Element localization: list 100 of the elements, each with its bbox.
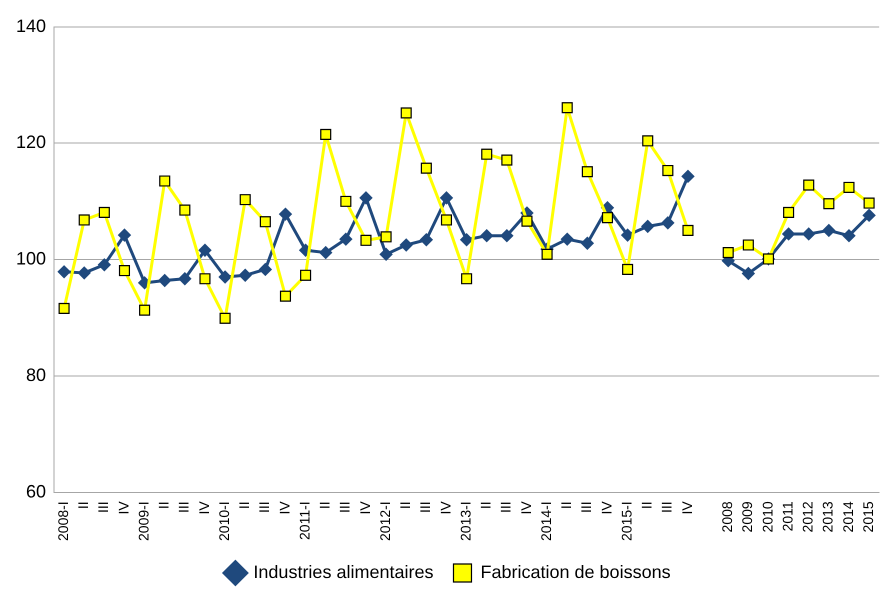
x-tick-label: 2008 — [719, 501, 736, 532]
point — [220, 312, 231, 324]
point — [300, 270, 312, 281]
x-tick-label: III — [95, 501, 112, 513]
point — [521, 216, 533, 227]
x-tick-label: II — [236, 501, 252, 510]
point — [360, 234, 372, 246]
point — [158, 274, 172, 287]
point — [339, 232, 352, 246]
point — [320, 128, 332, 140]
y-tick-label: 140 — [16, 16, 46, 36]
point — [542, 248, 553, 260]
point — [481, 148, 492, 160]
x-tick-label: III — [336, 501, 353, 513]
point — [380, 248, 393, 261]
point — [460, 233, 474, 246]
x-tick-label: IV — [678, 500, 695, 515]
point — [238, 268, 252, 282]
x-tick-label: 2013-I — [457, 501, 474, 542]
point — [642, 135, 654, 146]
point — [78, 266, 91, 280]
point — [562, 102, 573, 114]
point — [240, 194, 251, 206]
point — [641, 220, 654, 233]
point — [602, 212, 614, 224]
point — [843, 182, 855, 193]
x-tick-label: III — [176, 501, 192, 513]
legend-label: Fabrication de boissons — [480, 562, 671, 582]
x-tick-label: II — [156, 501, 172, 510]
point — [258, 262, 272, 276]
point — [842, 229, 856, 242]
point — [560, 232, 574, 246]
point — [682, 224, 694, 236]
point — [802, 227, 816, 240]
point — [440, 214, 452, 226]
point — [260, 216, 271, 228]
point — [461, 273, 472, 284]
point — [661, 216, 674, 230]
point — [319, 246, 332, 260]
x-tick-label: IV — [276, 500, 292, 515]
x-tick-label: 2009 — [739, 501, 756, 532]
point — [58, 302, 70, 314]
y-tick-label: 80 — [26, 364, 46, 385]
point — [681, 170, 694, 183]
point — [199, 273, 211, 284]
x-tick-label: 2010-I — [216, 501, 232, 542]
point — [98, 206, 110, 218]
point — [159, 175, 170, 187]
x-tick-label: 2014 — [840, 501, 856, 532]
x-tick-label: 2011-I — [296, 501, 312, 540]
x-tick-label: 2008-I — [54, 501, 71, 542]
point — [359, 191, 372, 204]
x-tick-label: III — [658, 501, 675, 513]
point — [139, 304, 150, 316]
x-tick-label: 2014-I — [538, 501, 554, 542]
point — [58, 265, 71, 278]
point — [782, 227, 796, 240]
point — [822, 224, 836, 237]
y-tick-label: 100 — [16, 248, 46, 269]
point — [179, 204, 190, 216]
point — [622, 264, 634, 275]
x-tick-label: 2012 — [800, 501, 816, 532]
point — [823, 198, 834, 210]
x-tick-label: 2012-I — [376, 501, 393, 542]
point — [500, 229, 514, 242]
x-tick-label: II — [397, 501, 414, 510]
point — [400, 107, 412, 118]
point — [501, 154, 512, 166]
point — [580, 236, 594, 250]
point — [78, 214, 90, 226]
x-tick-label: IV — [437, 500, 454, 515]
point — [198, 244, 212, 257]
point — [98, 258, 111, 272]
x-tick-label: III — [498, 501, 514, 513]
point — [722, 247, 734, 258]
point — [440, 191, 453, 204]
point — [803, 180, 814, 191]
x-tick-label: 2010 — [759, 501, 776, 532]
point — [118, 265, 130, 276]
x-tick-label: III — [578, 501, 594, 513]
point — [340, 196, 352, 207]
point — [480, 229, 494, 242]
y-tick-label: 60 — [26, 481, 46, 502]
point — [662, 164, 674, 176]
x-tick-label: II — [75, 501, 92, 510]
point — [118, 228, 131, 242]
point — [742, 267, 755, 280]
point — [400, 238, 413, 252]
x-tick-label: 2015 — [860, 501, 876, 532]
x-tick-label: 2009-I — [135, 501, 152, 542]
legend-label: Industries alimentaires — [253, 562, 434, 582]
x-tick-label: II — [638, 501, 655, 510]
point — [864, 198, 875, 209]
x-tick-label: III — [417, 501, 434, 513]
x-tick-label: IV — [196, 500, 212, 515]
x-tick-label: IV — [356, 500, 373, 515]
x-tick-label: 2013 — [820, 501, 836, 532]
x-tick-label: IV — [115, 500, 132, 515]
x-tick-label: II — [316, 501, 333, 510]
point — [420, 162, 432, 174]
